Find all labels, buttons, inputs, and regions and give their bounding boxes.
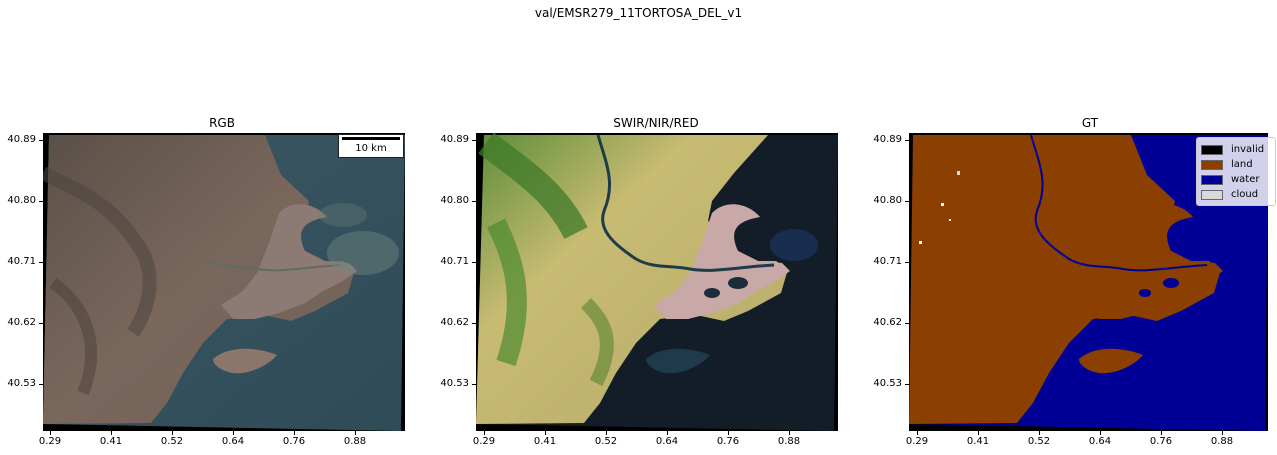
xtick-mark (545, 431, 546, 435)
legend-item-water: water (1201, 172, 1269, 187)
ytick-mark (39, 140, 43, 141)
ytick-label: 40.80 (873, 195, 902, 206)
xtick-mark (50, 431, 51, 435)
ytick-label: 40.53 (440, 378, 469, 389)
xtick-label: 0.41 (99, 436, 123, 447)
xtick-mark (233, 431, 234, 435)
ytick-mark (39, 323, 43, 324)
legend-swatch (1201, 189, 1223, 200)
ytick-mark (472, 140, 476, 141)
xtick-mark (1161, 431, 1162, 435)
ytick-mark (472, 262, 476, 263)
xtick-mark (728, 431, 729, 435)
ytick-label: 40.71 (440, 256, 469, 267)
xtick-label: 0.88 (1210, 436, 1234, 447)
ytick-label: 40.53 (7, 378, 36, 389)
xtick-label: 0.52 (160, 436, 184, 447)
ytick-label: 40.89 (440, 134, 469, 145)
xtick-mark (1100, 431, 1101, 435)
xtick-label: 0.41 (966, 436, 990, 447)
ytick-mark (472, 201, 476, 202)
ytick-mark (905, 140, 909, 141)
xtick-label: 0.76 (282, 436, 306, 447)
xtick-label: 0.88 (343, 436, 367, 447)
legend-item-cloud: cloud (1201, 187, 1269, 202)
gt-mask (909, 133, 1268, 431)
ytick-label: 40.71 (873, 256, 902, 267)
ytick-mark (905, 201, 909, 202)
xtick-label: 0.29 (905, 436, 929, 447)
scale-bar: 10 km (338, 134, 404, 158)
ytick-mark (472, 384, 476, 385)
swir-image (476, 133, 838, 431)
scale-bar-label: 10 km (355, 143, 387, 154)
ytick-label: 40.80 (7, 195, 36, 206)
legend-swatch (1201, 144, 1223, 155)
xtick-label: 0.29 (38, 436, 62, 447)
legend-label: land (1231, 159, 1253, 170)
ytick-mark (905, 262, 909, 263)
xtick-label: 0.64 (655, 436, 679, 447)
panel-title-rgb: RGB (209, 116, 235, 130)
xtick-mark (978, 431, 979, 435)
ytick-mark (905, 323, 909, 324)
legend-label: cloud (1231, 189, 1259, 200)
panel-title-gt: GT (1081, 116, 1099, 130)
xtick-mark (1222, 431, 1223, 435)
xtick-mark (606, 431, 607, 435)
xtick-mark (917, 431, 918, 435)
figure-title: val/EMSR279_11TORTOSA_DEL_v1 (534, 6, 743, 20)
scale-bar-line (342, 137, 400, 140)
ytick-label: 40.89 (7, 134, 36, 145)
legend-label: water (1231, 174, 1260, 185)
ytick-label: 40.62 (7, 317, 36, 328)
rgb-image (43, 133, 405, 431)
ytick-mark (39, 201, 43, 202)
legend-label: invalid (1231, 144, 1265, 155)
xtick-label: 0.64 (1088, 436, 1112, 447)
xtick-mark (789, 431, 790, 435)
ytick-label: 40.80 (440, 195, 469, 206)
xtick-mark (1039, 431, 1040, 435)
xtick-label: 0.76 (716, 436, 740, 447)
panel-title-swir: SWIR/NIR/RED (613, 116, 699, 130)
ytick-label: 40.62 (440, 317, 469, 328)
xtick-label: 0.52 (594, 436, 618, 447)
legend-swatch (1201, 159, 1223, 170)
ytick-mark (39, 384, 43, 385)
ytick-label: 40.89 (873, 134, 902, 145)
xtick-label: 0.76 (1149, 436, 1173, 447)
ytick-mark (905, 384, 909, 385)
xtick-label: 0.52 (1027, 436, 1051, 447)
ytick-mark (472, 323, 476, 324)
ytick-label: 40.62 (873, 317, 902, 328)
ytick-label: 40.71 (7, 256, 36, 267)
legend-item-land: land (1201, 157, 1269, 172)
legend-item-invalid: invalid (1201, 142, 1269, 157)
xtick-label: 0.41 (533, 436, 557, 447)
ytick-mark (39, 262, 43, 263)
legend-swatch (1201, 174, 1223, 185)
ytick-label: 40.53 (873, 378, 902, 389)
xtick-mark (355, 431, 356, 435)
xtick-mark (111, 431, 112, 435)
xtick-label: 0.64 (221, 436, 245, 447)
legend: invalid land water cloud (1196, 137, 1276, 206)
xtick-mark (294, 431, 295, 435)
xtick-label: 0.29 (472, 436, 496, 447)
xtick-mark (172, 431, 173, 435)
xtick-mark (667, 431, 668, 435)
xtick-mark (484, 431, 485, 435)
xtick-label: 0.88 (777, 436, 801, 447)
